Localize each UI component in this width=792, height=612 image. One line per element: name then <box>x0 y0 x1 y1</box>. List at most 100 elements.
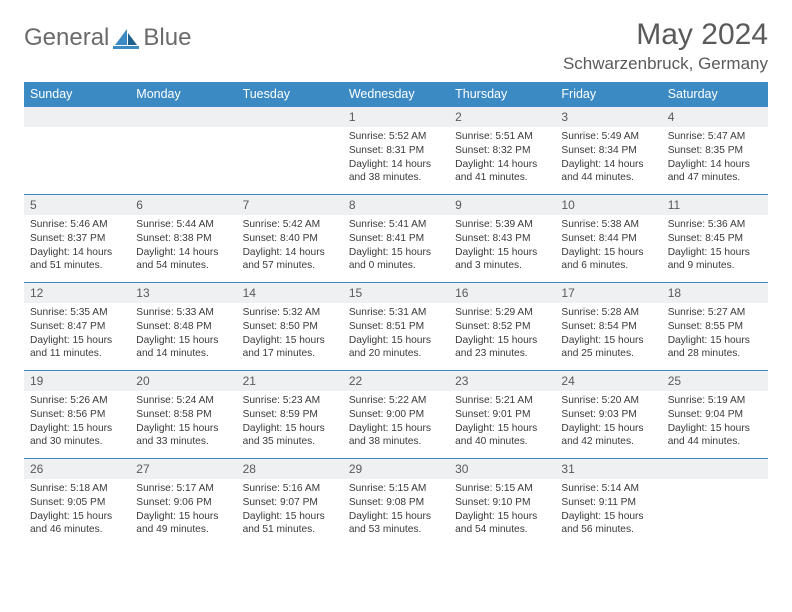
daylight-text: Daylight: 15 hours <box>243 510 337 524</box>
day-number: 29 <box>343 459 449 479</box>
day-details: Sunrise: 5:15 AMSunset: 9:10 PMDaylight:… <box>449 479 555 543</box>
daylight-text: Daylight: 15 hours <box>243 422 337 436</box>
calendar-day-cell: 20Sunrise: 5:24 AMSunset: 8:58 PMDayligh… <box>130 371 236 459</box>
daylight-text: and 51 minutes. <box>30 259 124 273</box>
daylight-text: and 28 minutes. <box>668 347 762 361</box>
sunset-text: Sunset: 8:45 PM <box>668 232 762 246</box>
daylight-text: Daylight: 15 hours <box>349 422 443 436</box>
calendar-week-row: 19Sunrise: 5:26 AMSunset: 8:56 PMDayligh… <box>24 371 768 459</box>
day-number: 17 <box>555 283 661 303</box>
day-number: 18 <box>662 283 768 303</box>
calendar-empty-cell <box>130 107 236 195</box>
day-number: 26 <box>24 459 130 479</box>
sunrise-text: Sunrise: 5:36 AM <box>668 218 762 232</box>
daylight-text: and 33 minutes. <box>136 435 230 449</box>
sunset-text: Sunset: 8:58 PM <box>136 408 230 422</box>
day-details: Sunrise: 5:38 AMSunset: 8:44 PMDaylight:… <box>555 215 661 279</box>
sunrise-text: Sunrise: 5:35 AM <box>30 306 124 320</box>
sunrise-text: Sunrise: 5:31 AM <box>349 306 443 320</box>
sunset-text: Sunset: 8:56 PM <box>30 408 124 422</box>
day-details: Sunrise: 5:32 AMSunset: 8:50 PMDaylight:… <box>237 303 343 367</box>
daylight-text: and 44 minutes. <box>561 171 655 185</box>
sunrise-text: Sunrise: 5:15 AM <box>455 482 549 496</box>
day-details: Sunrise: 5:14 AMSunset: 9:11 PMDaylight:… <box>555 479 661 543</box>
daylight-text: Daylight: 15 hours <box>349 510 443 524</box>
daylight-text: Daylight: 15 hours <box>243 334 337 348</box>
calendar-day-cell: 4Sunrise: 5:47 AMSunset: 8:35 PMDaylight… <box>662 107 768 195</box>
calendar-empty-cell <box>24 107 130 195</box>
day-details: Sunrise: 5:36 AMSunset: 8:45 PMDaylight:… <box>662 215 768 279</box>
sunrise-text: Sunrise: 5:18 AM <box>30 482 124 496</box>
daylight-text: and 54 minutes. <box>136 259 230 273</box>
brand-name-1: General <box>24 24 109 52</box>
day-number: 4 <box>662 107 768 127</box>
day-number: 8 <box>343 195 449 215</box>
sunrise-text: Sunrise: 5:23 AM <box>243 394 337 408</box>
daylight-text: and 35 minutes. <box>243 435 337 449</box>
day-details: Sunrise: 5:46 AMSunset: 8:37 PMDaylight:… <box>24 215 130 279</box>
sunrise-text: Sunrise: 5:27 AM <box>668 306 762 320</box>
day-number: 30 <box>449 459 555 479</box>
daylight-text: Daylight: 14 hours <box>136 246 230 260</box>
weekday-header: Sunday <box>24 82 130 107</box>
calendar-body: 1Sunrise: 5:52 AMSunset: 8:31 PMDaylight… <box>24 107 768 547</box>
brand-name-2: Blue <box>143 24 191 52</box>
day-details: Sunrise: 5:47 AMSunset: 8:35 PMDaylight:… <box>662 127 768 191</box>
sunset-text: Sunset: 8:31 PM <box>349 144 443 158</box>
calendar-day-cell: 27Sunrise: 5:17 AMSunset: 9:06 PMDayligh… <box>130 459 236 547</box>
calendar-day-cell: 7Sunrise: 5:42 AMSunset: 8:40 PMDaylight… <box>237 195 343 283</box>
day-details: Sunrise: 5:49 AMSunset: 8:34 PMDaylight:… <box>555 127 661 191</box>
calendar-week-row: 1Sunrise: 5:52 AMSunset: 8:31 PMDaylight… <box>24 107 768 195</box>
daylight-text: and 30 minutes. <box>30 435 124 449</box>
daylight-text: and 49 minutes. <box>136 523 230 537</box>
sunrise-text: Sunrise: 5:22 AM <box>349 394 443 408</box>
calendar-day-cell: 13Sunrise: 5:33 AMSunset: 8:48 PMDayligh… <box>130 283 236 371</box>
daylight-text: Daylight: 15 hours <box>455 334 549 348</box>
sunset-text: Sunset: 9:08 PM <box>349 496 443 510</box>
sunrise-text: Sunrise: 5:42 AM <box>243 218 337 232</box>
day-number: 24 <box>555 371 661 391</box>
daylight-text: Daylight: 15 hours <box>136 334 230 348</box>
day-details: Sunrise: 5:16 AMSunset: 9:07 PMDaylight:… <box>237 479 343 543</box>
location: Schwarzenbruck, Germany <box>563 54 768 74</box>
calendar-day-cell: 12Sunrise: 5:35 AMSunset: 8:47 PMDayligh… <box>24 283 130 371</box>
daylight-text: Daylight: 15 hours <box>349 246 443 260</box>
sunrise-text: Sunrise: 5:51 AM <box>455 130 549 144</box>
day-details: Sunrise: 5:31 AMSunset: 8:51 PMDaylight:… <box>343 303 449 367</box>
day-details: Sunrise: 5:27 AMSunset: 8:55 PMDaylight:… <box>662 303 768 367</box>
day-details: Sunrise: 5:39 AMSunset: 8:43 PMDaylight:… <box>449 215 555 279</box>
day-details: Sunrise: 5:29 AMSunset: 8:52 PMDaylight:… <box>449 303 555 367</box>
daylight-text: Daylight: 15 hours <box>455 246 549 260</box>
daylight-text: and 20 minutes. <box>349 347 443 361</box>
sunset-text: Sunset: 9:10 PM <box>455 496 549 510</box>
sunset-text: Sunset: 8:48 PM <box>136 320 230 334</box>
sunset-text: Sunset: 8:59 PM <box>243 408 337 422</box>
day-details: Sunrise: 5:19 AMSunset: 9:04 PMDaylight:… <box>662 391 768 455</box>
daylight-text: Daylight: 15 hours <box>668 422 762 436</box>
calendar-day-cell: 24Sunrise: 5:20 AMSunset: 9:03 PMDayligh… <box>555 371 661 459</box>
daylight-text: and 11 minutes. <box>30 347 124 361</box>
sunset-text: Sunset: 9:11 PM <box>561 496 655 510</box>
day-details: Sunrise: 5:22 AMSunset: 9:00 PMDaylight:… <box>343 391 449 455</box>
sunset-text: Sunset: 8:40 PM <box>243 232 337 246</box>
daylight-text: Daylight: 14 hours <box>243 246 337 260</box>
calendar-day-cell: 16Sunrise: 5:29 AMSunset: 8:52 PMDayligh… <box>449 283 555 371</box>
daylight-text: and 14 minutes. <box>136 347 230 361</box>
daylight-text: Daylight: 15 hours <box>455 510 549 524</box>
sunrise-text: Sunrise: 5:19 AM <box>668 394 762 408</box>
calendar-day-cell: 11Sunrise: 5:36 AMSunset: 8:45 PMDayligh… <box>662 195 768 283</box>
calendar-week-row: 26Sunrise: 5:18 AMSunset: 9:05 PMDayligh… <box>24 459 768 547</box>
day-number: 15 <box>343 283 449 303</box>
daylight-text: Daylight: 15 hours <box>561 422 655 436</box>
day-details: Sunrise: 5:41 AMSunset: 8:41 PMDaylight:… <box>343 215 449 279</box>
daylight-text: and 40 minutes. <box>455 435 549 449</box>
calendar-day-cell: 14Sunrise: 5:32 AMSunset: 8:50 PMDayligh… <box>237 283 343 371</box>
daylight-text: Daylight: 15 hours <box>30 334 124 348</box>
day-number: 28 <box>237 459 343 479</box>
sunrise-text: Sunrise: 5:32 AM <box>243 306 337 320</box>
sunrise-text: Sunrise: 5:41 AM <box>349 218 443 232</box>
calendar-day-cell: 29Sunrise: 5:15 AMSunset: 9:08 PMDayligh… <box>343 459 449 547</box>
sail-icon <box>113 27 139 49</box>
empty-day-number <box>662 459 768 479</box>
empty-day-number <box>237 107 343 127</box>
